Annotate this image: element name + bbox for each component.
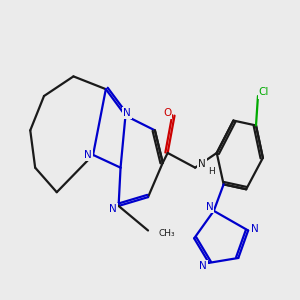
Text: N: N — [123, 108, 131, 118]
Text: CH₃: CH₃ — [158, 229, 175, 238]
Text: N: N — [198, 159, 206, 169]
Text: N: N — [199, 261, 207, 271]
Text: N: N — [84, 150, 92, 160]
Text: Cl: Cl — [259, 88, 269, 98]
Text: N: N — [206, 202, 213, 212]
Text: H: H — [208, 167, 215, 176]
Text: N: N — [109, 204, 117, 214]
Text: O: O — [163, 108, 171, 118]
Text: N: N — [251, 224, 259, 234]
